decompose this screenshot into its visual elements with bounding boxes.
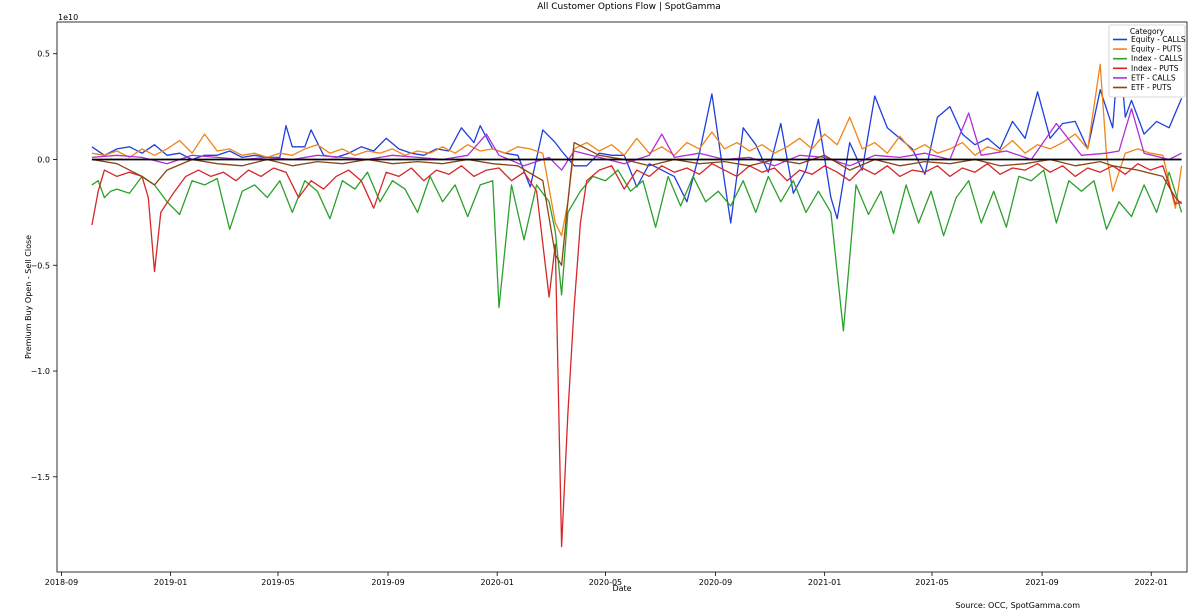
legend-title: Category — [1130, 27, 1165, 36]
legend-label-index-puts: Index - PUTS — [1131, 64, 1179, 73]
x-tick-label: 2019-01 — [154, 578, 187, 587]
y-axis-label: Premium Buy Open - Sell Close — [24, 235, 33, 359]
chart-title: All Customer Options Flow | SpotGamma — [537, 2, 720, 12]
plot-frame — [56, 21, 1188, 573]
y-tick-label: 0.5 — [37, 50, 50, 59]
x-tick-label: 2021-01 — [808, 578, 841, 587]
x-tick-label: 2018-09 — [45, 578, 78, 587]
x-tick-label: 2020-01 — [480, 578, 513, 587]
series-line-index-calls — [91, 169, 1183, 332]
x-tick-label: 2020-05 — [589, 578, 622, 587]
x-tick-label: 2019-05 — [261, 578, 294, 587]
y-tick-label: 0.0 — [37, 156, 50, 165]
source-note: Source: OCC, SpotGamma.com — [955, 601, 1080, 610]
y-tick-label: −1.0 — [31, 367, 50, 376]
legend-label-equity-calls: Equity - CALLS — [1131, 35, 1186, 44]
x-tick-label: 2019-09 — [371, 578, 404, 587]
x-axis-label: Date — [612, 584, 631, 593]
legend-label-equity-puts: Equity - PUTS — [1131, 45, 1182, 54]
x-tick-label: 2021-05 — [915, 578, 948, 587]
legend-label-etf-puts: ETF - PUTS — [1131, 83, 1172, 92]
y-scale-label: 1e10 — [58, 13, 78, 22]
series-line-equity-calls — [91, 44, 1183, 224]
series-line-equity-puts — [91, 63, 1183, 237]
y-tick-label: −0.5 — [31, 261, 50, 270]
series-line-index-puts — [91, 163, 1182, 548]
legend-box — [1108, 24, 1186, 98]
y-axis: 0.5 0.0 −0.5 −1.0 −1.5 — [31, 50, 57, 482]
legend-label-index-calls: Index - CALLS — [1131, 54, 1183, 63]
series-line-etf-puts — [91, 141, 1183, 266]
plot-area — [56, 21, 1188, 573]
x-axis: 2018-09 2019-01 2019-05 2019-09 2020-01 2020-… — [45, 572, 1168, 587]
y-tick-label: −1.5 — [31, 473, 50, 482]
legend-label-etf-calls: ETF - CALLS — [1131, 73, 1176, 82]
x-tick-label: 2022-01 — [1134, 578, 1167, 587]
x-tick-label: 2021-09 — [1025, 578, 1058, 587]
x-tick-label: 2020-09 — [699, 578, 732, 587]
